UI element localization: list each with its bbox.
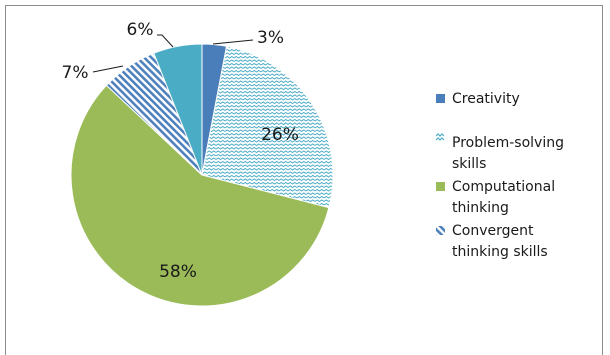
data-label: 26% [261, 125, 299, 145]
leader-line [93, 66, 123, 72]
leader-line [157, 35, 173, 47]
legend-label: Convergent [452, 223, 534, 239]
data-label: 3% [257, 28, 284, 48]
legend-label: Creativity [452, 91, 520, 107]
legend-label: Computational [452, 179, 555, 195]
legend-label: thinking [452, 200, 509, 216]
legend-swatch [436, 182, 445, 191]
leader-line [213, 40, 253, 44]
legend-swatch [436, 134, 444, 140]
legend-label: skills [452, 156, 486, 172]
data-label: 58% [159, 262, 197, 282]
legend-swatch [436, 94, 445, 103]
legend-swatch [436, 226, 445, 235]
data-label: 7% [62, 63, 89, 83]
data-label: 6% [127, 20, 154, 40]
legend-label: Problem-solving [452, 135, 564, 151]
legend-label: thinking skills [452, 244, 548, 260]
